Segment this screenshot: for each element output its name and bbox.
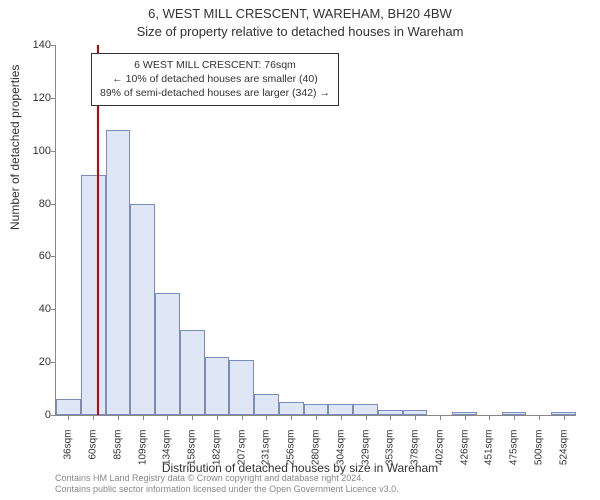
y-tick-label: 80	[26, 198, 51, 210]
chart-container: 6, WEST MILL CRESCENT, WAREHAM, BH20 4BW…	[0, 0, 600, 500]
info-box-line: 89% of semi-detached houses are larger (…	[100, 86, 330, 100]
x-tick-mark	[489, 415, 490, 420]
y-tick-mark	[51, 362, 56, 363]
histogram-bar	[328, 404, 353, 415]
y-tick-label: 60	[26, 250, 51, 262]
y-tick-label: 140	[26, 39, 51, 51]
y-tick-label: 20	[26, 356, 51, 368]
x-tick-mark	[192, 415, 193, 420]
x-tick-mark	[242, 415, 243, 420]
x-tick-mark	[366, 415, 367, 420]
y-tick-mark	[51, 45, 56, 46]
y-tick-mark	[51, 256, 56, 257]
y-tick-mark	[51, 415, 56, 416]
y-tick-label: 100	[26, 145, 51, 157]
y-axis-label: Number of detached properties	[8, 65, 22, 230]
histogram-bar	[106, 130, 131, 415]
x-tick-mark	[118, 415, 119, 420]
x-tick-mark	[93, 415, 94, 420]
info-box-line: 6 WEST MILL CRESCENT: 76sqm	[100, 58, 330, 72]
x-tick-mark	[465, 415, 466, 420]
histogram-bar	[56, 399, 81, 415]
y-tick-mark	[51, 98, 56, 99]
notice-line: Contains HM Land Registry data © Crown c…	[55, 473, 399, 485]
info-box-line: ← 10% of detached houses are smaller (40…	[100, 72, 330, 86]
x-tick-mark	[217, 415, 218, 420]
histogram-bar	[155, 293, 180, 415]
histogram-bar	[304, 404, 329, 415]
histogram-bar	[81, 175, 106, 416]
chart-title: 6, WEST MILL CRESCENT, WAREHAM, BH20 4BW	[0, 6, 600, 21]
x-tick-mark	[390, 415, 391, 420]
x-tick-mark	[68, 415, 69, 420]
histogram-bar	[130, 204, 155, 415]
x-tick-mark	[143, 415, 144, 420]
y-tick-label: 40	[26, 303, 51, 315]
x-tick-mark	[316, 415, 317, 420]
y-tick-label: 0	[26, 409, 51, 421]
x-tick-mark	[266, 415, 267, 420]
x-tick-mark	[341, 415, 342, 420]
histogram-bar	[353, 404, 378, 415]
x-tick-mark	[564, 415, 565, 420]
notice-line: Contains public sector information licen…	[55, 484, 399, 496]
y-tick-mark	[51, 204, 56, 205]
histogram-bar	[180, 330, 205, 415]
histogram-bar	[254, 394, 279, 415]
y-tick-mark	[51, 151, 56, 152]
histogram-bar	[229, 360, 254, 416]
x-tick-mark	[440, 415, 441, 420]
plot-area: 02040608010012014036sqm60sqm85sqm109sqm1…	[55, 45, 576, 416]
x-tick-mark	[415, 415, 416, 420]
y-tick-mark	[51, 309, 56, 310]
histogram-bar	[279, 402, 304, 415]
x-tick-mark	[291, 415, 292, 420]
x-tick-mark	[539, 415, 540, 420]
info-box: 6 WEST MILL CRESCENT: 76sqm← 10% of deta…	[91, 53, 339, 106]
x-tick-mark	[167, 415, 168, 420]
x-tick-mark	[514, 415, 515, 420]
y-tick-label: 120	[26, 92, 51, 104]
chart-subtitle: Size of property relative to detached ho…	[0, 24, 600, 39]
copyright-notice: Contains HM Land Registry data © Crown c…	[55, 473, 399, 496]
histogram-bar	[205, 357, 230, 415]
